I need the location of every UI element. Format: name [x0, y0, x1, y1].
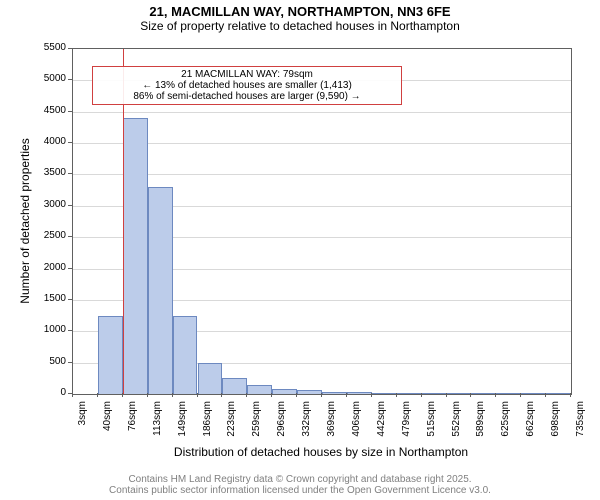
y-tick-mark — [68, 236, 72, 237]
y-tick-label: 3500 — [28, 167, 66, 178]
title-sub: Size of property relative to detached ho… — [0, 19, 600, 33]
x-tick-label: 332sqm — [301, 401, 312, 461]
y-tick-mark — [68, 362, 72, 363]
x-tick-label: 76sqm — [127, 401, 138, 461]
x-tick-label: 369sqm — [326, 401, 337, 461]
x-tick-label: 296sqm — [276, 401, 287, 461]
x-tick-mark — [495, 393, 496, 397]
y-tick-label: 3000 — [28, 199, 66, 210]
y-tick-label: 1500 — [28, 293, 66, 304]
x-tick-mark — [446, 393, 447, 397]
histogram-bar — [546, 393, 571, 394]
y-tick-label: 1000 — [28, 324, 66, 335]
y-tick-mark — [68, 330, 72, 331]
histogram-bar — [148, 187, 173, 394]
y-tick-label: 2500 — [28, 230, 66, 241]
x-tick-mark — [197, 393, 198, 397]
x-tick-mark — [570, 393, 571, 397]
histogram-bar — [98, 316, 123, 394]
x-tick-label: 479sqm — [401, 401, 412, 461]
x-tick-label: 406sqm — [351, 401, 362, 461]
y-tick-label: 5500 — [28, 42, 66, 53]
y-tick-mark — [68, 173, 72, 174]
y-tick-mark — [68, 299, 72, 300]
x-tick-mark — [97, 393, 98, 397]
y-tick-mark — [68, 48, 72, 49]
histogram-bar — [496, 393, 521, 394]
y-tick-mark — [68, 142, 72, 143]
x-tick-label: 149sqm — [177, 401, 188, 461]
footer: Contains HM Land Registry data © Crown c… — [0, 474, 600, 496]
x-tick-mark — [72, 393, 73, 397]
x-tick-mark — [321, 393, 322, 397]
x-tick-label: 40sqm — [102, 401, 113, 461]
x-tick-label: 625sqm — [500, 401, 511, 461]
x-tick-label: 515sqm — [426, 401, 437, 461]
histogram-bar — [347, 392, 372, 394]
x-tick-label: 442sqm — [376, 401, 387, 461]
x-tick-mark — [421, 393, 422, 397]
x-tick-label: 113sqm — [152, 401, 163, 461]
x-tick-mark — [396, 393, 397, 397]
x-tick-label: 259sqm — [251, 401, 262, 461]
histogram-bar — [272, 389, 297, 394]
y-tick-mark — [68, 205, 72, 206]
gridline — [73, 143, 571, 144]
title-block: 21, MACMILLAN WAY, NORTHAMPTON, NN3 6FE … — [0, 4, 600, 33]
histogram-bar — [123, 118, 148, 394]
histogram-bar — [372, 393, 397, 394]
x-tick-mark — [545, 393, 546, 397]
gridline — [73, 112, 571, 113]
x-tick-mark — [246, 393, 247, 397]
marker-larger: 86% of semi-detached houses are larger (… — [97, 91, 397, 102]
histogram-bar — [422, 393, 447, 394]
y-axis-title: Number of detached properties — [18, 121, 32, 321]
histogram-bar — [322, 392, 347, 395]
x-tick-mark — [520, 393, 521, 397]
y-tick-label: 4000 — [28, 136, 66, 147]
histogram-bar — [247, 385, 272, 394]
y-tick-label: 4500 — [28, 105, 66, 116]
y-tick-mark — [68, 268, 72, 269]
x-tick-label: 698sqm — [550, 401, 561, 461]
histogram-bar — [222, 378, 247, 394]
x-tick-label: 3sqm — [77, 401, 88, 461]
histogram-bar — [297, 390, 322, 394]
x-tick-label: 589sqm — [475, 401, 486, 461]
histogram-bar — [397, 393, 422, 394]
histogram-bar — [521, 393, 546, 394]
x-tick-mark — [221, 393, 222, 397]
footer-line2: Contains public sector information licen… — [0, 485, 600, 496]
x-tick-mark — [147, 393, 148, 397]
x-tick-mark — [371, 393, 372, 397]
x-tick-label: 735sqm — [575, 401, 586, 461]
histogram-bar — [447, 393, 472, 394]
x-tick-label: 223sqm — [226, 401, 237, 461]
y-tick-label: 0 — [28, 387, 66, 398]
title-main: 21, MACMILLAN WAY, NORTHAMPTON, NN3 6FE — [0, 4, 600, 19]
x-tick-mark — [470, 393, 471, 397]
x-tick-mark — [122, 393, 123, 397]
histogram-bar — [471, 393, 496, 394]
y-tick-mark — [68, 111, 72, 112]
gridline — [73, 174, 571, 175]
x-tick-mark — [346, 393, 347, 397]
x-axis-title: Distribution of detached houses by size … — [72, 445, 570, 459]
histogram-bar — [173, 316, 198, 394]
x-tick-mark — [172, 393, 173, 397]
x-tick-label: 552sqm — [451, 401, 462, 461]
histogram-bar — [198, 363, 223, 394]
y-tick-label: 500 — [28, 356, 66, 367]
subject-marker-box: 21 MACMILLAN WAY: 79sqm← 13% of detached… — [92, 66, 402, 105]
y-tick-label: 5000 — [28, 73, 66, 84]
x-tick-label: 186sqm — [202, 401, 213, 461]
marker-title: 21 MACMILLAN WAY: 79sqm — [97, 69, 397, 80]
x-tick-mark — [271, 393, 272, 397]
x-tick-mark — [296, 393, 297, 397]
y-tick-mark — [68, 79, 72, 80]
marker-smaller: ← 13% of detached houses are smaller (1,… — [97, 80, 397, 91]
footer-line1: Contains HM Land Registry data © Crown c… — [0, 474, 600, 485]
x-tick-label: 662sqm — [525, 401, 536, 461]
y-tick-label: 2000 — [28, 262, 66, 273]
